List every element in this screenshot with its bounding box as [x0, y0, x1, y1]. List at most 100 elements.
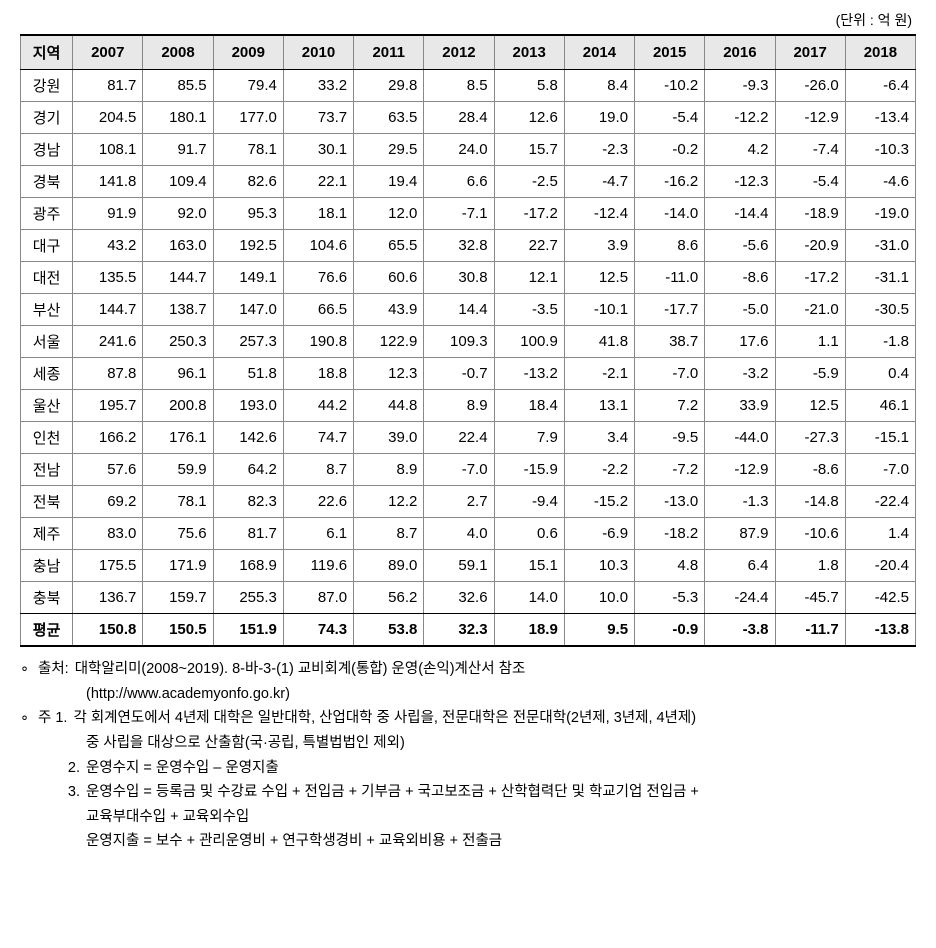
header-year: 2013 [494, 35, 564, 70]
value-cell: 6.4 [705, 550, 775, 582]
value-cell: 44.8 [354, 390, 424, 422]
value-cell: 6.1 [283, 518, 353, 550]
value-cell: -9.5 [635, 422, 705, 454]
value-cell: -12.9 [705, 454, 775, 486]
value-cell: -12.9 [775, 102, 845, 134]
table-row: 제주83.075.681.76.18.74.00.6-6.9-18.287.9-… [21, 518, 916, 550]
region-cell: 충남 [21, 550, 73, 582]
value-cell: -13.0 [635, 486, 705, 518]
value-cell: -5.9 [775, 358, 845, 390]
avg-value-cell: -3.8 [705, 614, 775, 647]
value-cell: -12.3 [705, 166, 775, 198]
notes-section: ∘ 출처: 대학알리미(2008~2019). 8-바-3-(1) 교비회계(통… [20, 657, 916, 854]
note3-num: 3. [38, 780, 86, 805]
table-row: 강원81.785.579.433.229.88.55.88.4-10.2-9.3… [21, 70, 916, 102]
region-cell: 전남 [21, 454, 73, 486]
value-cell: 142.6 [213, 422, 283, 454]
data-table: 지역 2007 2008 2009 2010 2011 2012 2013 20… [20, 34, 916, 647]
value-cell: 12.1 [494, 262, 564, 294]
value-cell: 78.1 [143, 486, 213, 518]
value-cell: 1.1 [775, 326, 845, 358]
header-year: 2007 [73, 35, 143, 70]
header-year: 2014 [564, 35, 634, 70]
value-cell: -5.6 [705, 230, 775, 262]
value-cell: 8.5 [424, 70, 494, 102]
note3-text-b: 교육부대수입 + 교육외수입 [20, 805, 916, 830]
value-cell: -10.3 [845, 134, 915, 166]
value-cell: 7.9 [494, 422, 564, 454]
avg-value-cell: -0.9 [635, 614, 705, 647]
value-cell: 15.7 [494, 134, 564, 166]
value-cell: 180.1 [143, 102, 213, 134]
avg-value-cell: 53.8 [354, 614, 424, 647]
value-cell: 168.9 [213, 550, 283, 582]
value-cell: 81.7 [213, 518, 283, 550]
value-cell: 122.9 [354, 326, 424, 358]
value-cell: 8.6 [635, 230, 705, 262]
value-cell: 19.4 [354, 166, 424, 198]
value-cell: 109.4 [143, 166, 213, 198]
value-cell: 82.3 [213, 486, 283, 518]
value-cell: 92.0 [143, 198, 213, 230]
avg-value-cell: 151.9 [213, 614, 283, 647]
note3-text-a: 운영수입 = 등록금 및 수강료 수입 + 전입금 + 기부금 + 국고보조금 … [86, 780, 916, 805]
table-row: 전남57.659.964.28.78.9-7.0-15.9-2.2-7.2-12… [21, 454, 916, 486]
note2-text: 운영수지 = 운영수입 – 운영지출 [86, 756, 916, 781]
value-cell: 141.8 [73, 166, 143, 198]
value-cell: 18.4 [494, 390, 564, 422]
value-cell: 4.8 [635, 550, 705, 582]
region-cell: 인천 [21, 422, 73, 454]
value-cell: 22.6 [283, 486, 353, 518]
value-cell: 177.0 [213, 102, 283, 134]
value-cell: 135.5 [73, 262, 143, 294]
value-cell: -24.4 [705, 582, 775, 614]
value-cell: -5.4 [635, 102, 705, 134]
value-cell: 78.1 [213, 134, 283, 166]
value-cell: 18.8 [283, 358, 353, 390]
table-row: 울산195.7200.8193.044.244.88.918.413.17.23… [21, 390, 916, 422]
value-cell: 190.8 [283, 326, 353, 358]
value-cell: 8.4 [564, 70, 634, 102]
value-cell: 43.9 [354, 294, 424, 326]
value-cell: 204.5 [73, 102, 143, 134]
value-cell: 46.1 [845, 390, 915, 422]
value-cell: -15.2 [564, 486, 634, 518]
value-cell: 66.5 [283, 294, 353, 326]
source-url: (http://www.academyonfo.go.kr) [20, 682, 916, 707]
value-cell: 87.8 [73, 358, 143, 390]
value-cell: 30.1 [283, 134, 353, 166]
value-cell: 5.8 [494, 70, 564, 102]
region-cell: 경기 [21, 102, 73, 134]
value-cell: 60.6 [354, 262, 424, 294]
value-cell: 12.2 [354, 486, 424, 518]
value-cell: -6.9 [564, 518, 634, 550]
value-cell: 43.2 [73, 230, 143, 262]
region-cell: 강원 [21, 70, 73, 102]
value-cell: 250.3 [143, 326, 213, 358]
value-cell: -18.9 [775, 198, 845, 230]
header-year: 2011 [354, 35, 424, 70]
value-cell: 73.7 [283, 102, 353, 134]
value-cell: 75.6 [143, 518, 213, 550]
value-cell: 56.2 [354, 582, 424, 614]
value-cell: -30.5 [845, 294, 915, 326]
value-cell: 29.8 [354, 70, 424, 102]
value-cell: 22.4 [424, 422, 494, 454]
value-cell: 12.5 [775, 390, 845, 422]
value-cell: 192.5 [213, 230, 283, 262]
value-cell: 144.7 [143, 262, 213, 294]
value-cell: 6.6 [424, 166, 494, 198]
value-cell: 175.5 [73, 550, 143, 582]
region-cell: 경북 [21, 166, 73, 198]
value-cell: 255.3 [213, 582, 283, 614]
value-cell: 17.6 [705, 326, 775, 358]
note2-line: 2. 운영수지 = 운영수입 – 운영지출 [20, 756, 916, 781]
value-cell: 22.1 [283, 166, 353, 198]
value-cell: 57.6 [73, 454, 143, 486]
value-cell: 3.9 [564, 230, 634, 262]
value-cell: 85.5 [143, 70, 213, 102]
value-cell: 74.7 [283, 422, 353, 454]
value-cell: 63.5 [354, 102, 424, 134]
avg-value-cell: 150.8 [73, 614, 143, 647]
header-year: 2010 [283, 35, 353, 70]
